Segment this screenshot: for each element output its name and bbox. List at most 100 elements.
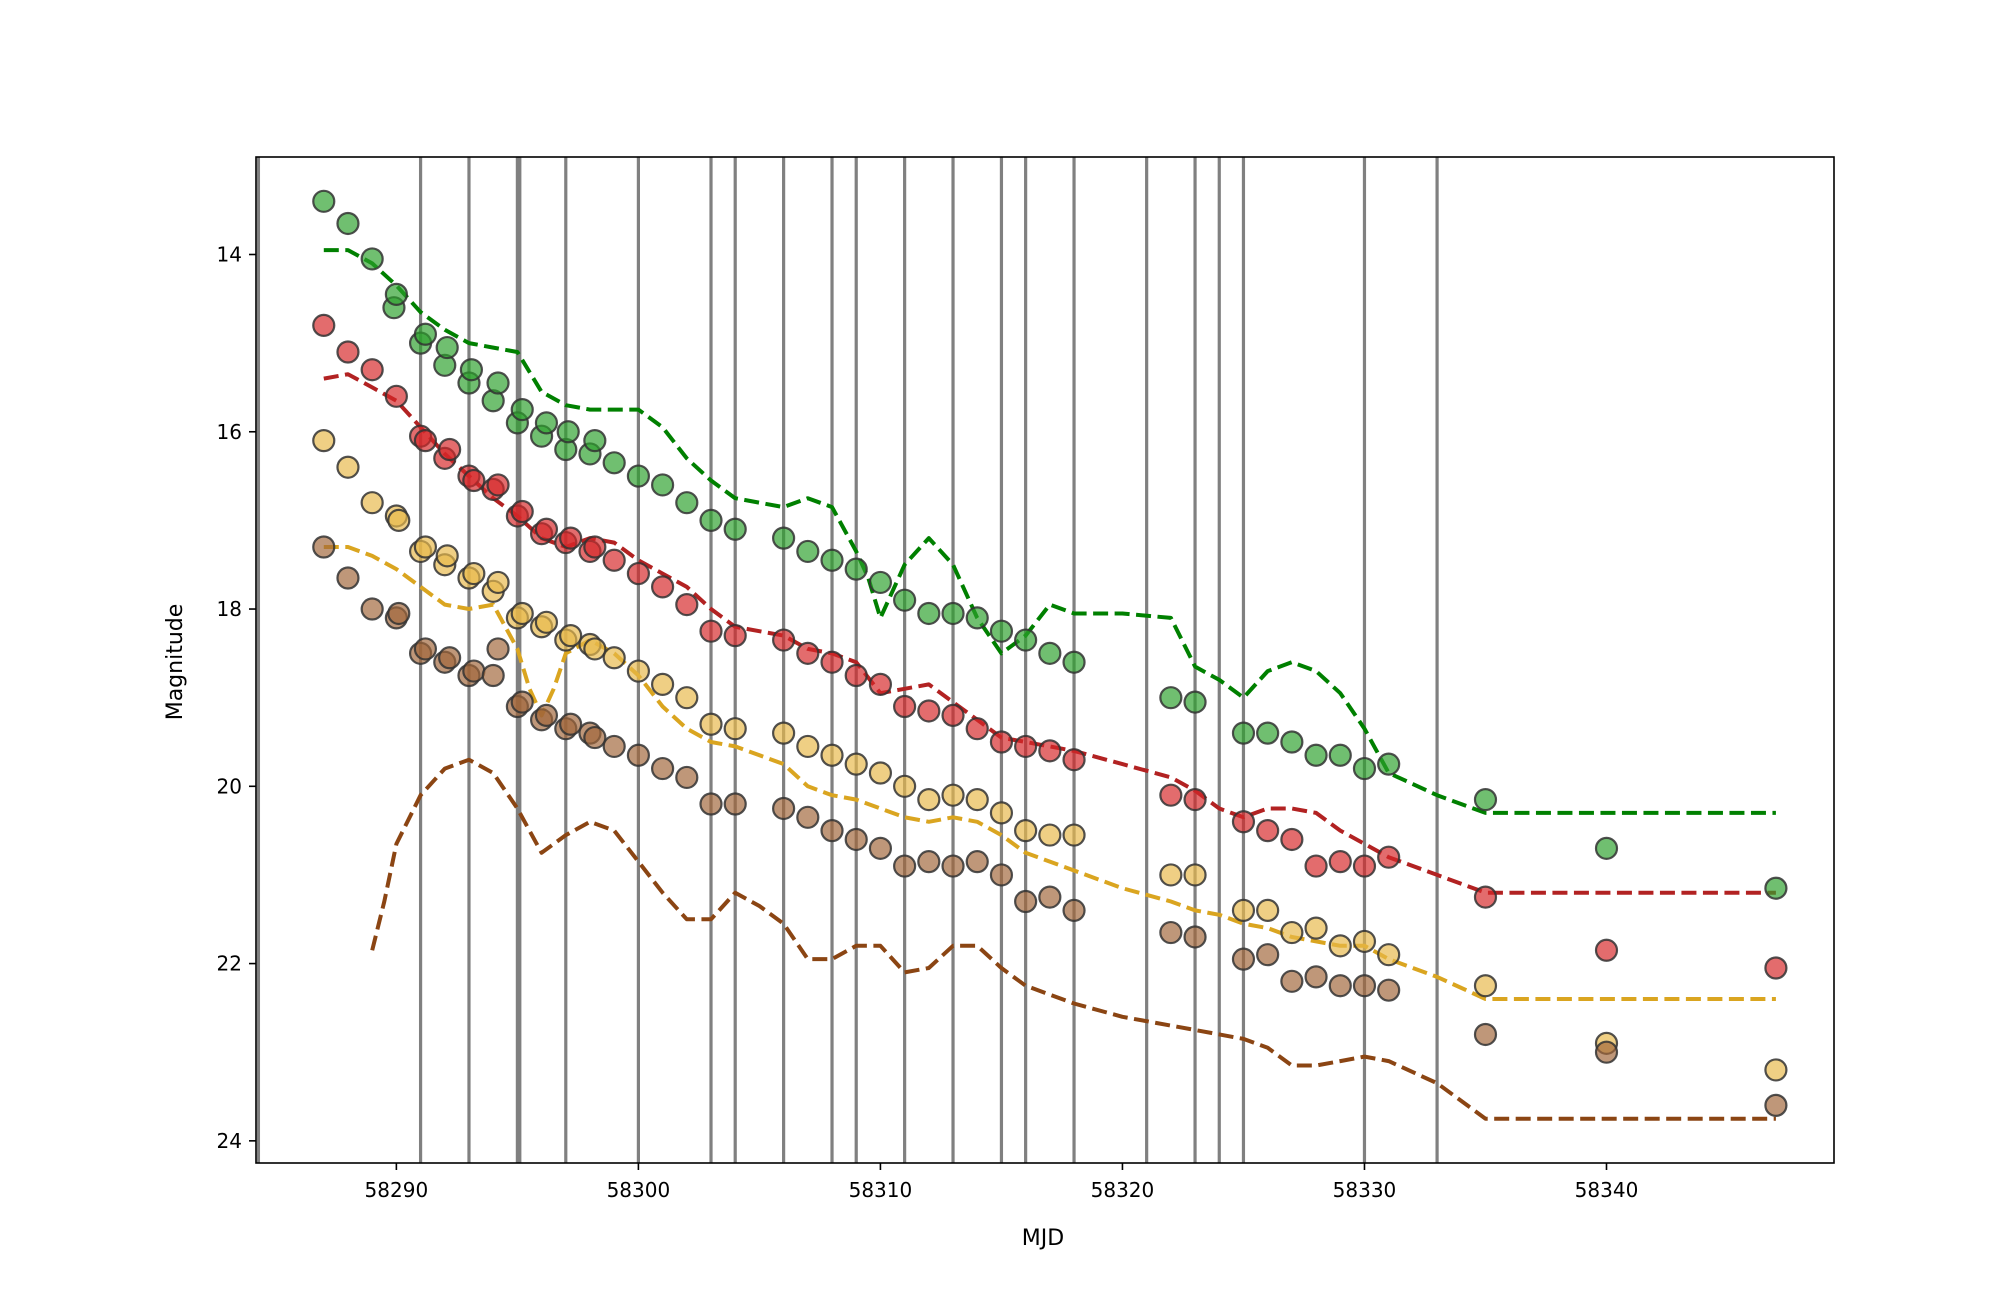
data-point-1-11 [486,473,510,497]
data-point-1-23 [675,593,699,617]
data-point-1-40 [1183,787,1207,812]
data-point-3-4 [387,601,411,626]
data-point-1-37 [1038,739,1062,763]
data-point-3-40 [1159,920,1183,945]
data-point-3-36 [989,863,1014,887]
data-point-1-50 [1764,956,1788,980]
data-point-0-16 [534,411,559,435]
data-point-2-28 [796,734,820,759]
data-point-1-35 [989,730,1014,754]
data-point-0-41 [1183,690,1207,714]
data-point-2-18 [559,624,583,648]
data-point-2-24 [675,686,699,710]
data-point-1-48 [1473,885,1498,909]
data-point-2-22 [626,659,650,683]
data-point-0-22 [626,464,650,488]
data-point-1-13 [510,499,534,524]
data-point-3-33 [917,850,941,874]
data-point-0-37 [1014,628,1038,652]
data-point-3-22 [626,743,650,767]
data-point-0-28 [796,539,820,564]
data-point-0-51 [1764,876,1788,900]
data-point-3-46 [1328,974,1352,998]
y-tick-label-4: 22 [217,952,242,976]
data-point-2-42 [1231,898,1256,922]
data-point-2-10 [462,561,486,586]
data-point-1-34 [965,717,989,741]
data-point-2-49 [1473,974,1498,998]
data-point-2-38 [1038,823,1062,847]
data-point-1-29 [844,663,868,688]
data-point-2-30 [844,752,868,776]
data-point-2-39 [1062,823,1086,847]
data-point-1-7 [438,437,462,462]
data-point-2-36 [989,801,1014,825]
data-point-0-18 [556,420,580,444]
data-point-0-38 [1038,641,1062,665]
x-tick-label-4: 58330 [1333,1178,1397,1202]
data-point-1-43 [1280,827,1304,852]
data-point-3-51 [1764,1093,1788,1117]
data-point-3-14 [510,690,534,714]
data-point-0-42 [1231,721,1256,745]
data-point-0-30 [844,557,868,581]
data-point-3-48 [1377,978,1401,1002]
plot-frame [255,156,1835,1164]
data-point-1-15 [534,517,559,541]
data-point-3-11 [481,663,505,688]
data-point-0-46 [1328,743,1352,767]
data-point-3-24 [675,765,699,790]
data-point-1-19 [583,535,607,559]
data-point-1-33 [941,703,965,727]
data-point-2-48 [1377,943,1401,967]
data-point-2-43 [1256,898,1280,922]
data-point-3-34 [941,854,965,878]
data-point-0-50 [1594,836,1619,860]
model-curve-0 [323,248,1776,815]
y-tick-label-5: 24 [217,1129,242,1153]
data-point-0-43 [1256,721,1280,745]
data-point-0-6 [413,322,438,346]
data-point-2-46 [1328,934,1352,958]
x-tick-label-0: 58290 [365,1178,429,1202]
data-point-2-37 [1014,819,1038,843]
data-point-2-1 [336,455,360,479]
x-tick-label-1: 58300 [607,1178,671,1202]
data-point-1-30 [868,672,893,696]
data-point-1-24 [699,619,723,643]
data-point-3-44 [1280,969,1304,993]
data-point-1-45 [1328,850,1352,874]
data-point-2-6 [413,535,438,559]
data-point-2-51 [1764,1058,1788,1082]
x-axis-label: MJD [1022,1226,1064,1251]
data-point-3-43 [1256,943,1280,967]
data-point-0-10 [459,358,484,382]
data-point-2-23 [651,672,675,696]
data-point-2-35 [965,787,989,812]
data-point-3-26 [723,792,747,816]
data-point-3-49 [1473,1022,1498,1047]
data-point-0-27 [772,526,796,550]
data-point-0-34 [941,601,965,626]
data-point-2-41 [1183,863,1207,887]
data-point-2-12 [486,570,510,595]
y-tick-label-0: 14 [217,242,242,266]
data-point-3-18 [559,712,583,736]
data-point-1-46 [1352,854,1377,878]
data-point-1-22 [651,575,675,599]
data-point-0-47 [1352,756,1377,781]
data-point-3-27 [772,796,796,821]
data-point-0-44 [1280,730,1304,754]
data-point-3-29 [820,819,844,843]
data-point-1-5 [413,429,438,453]
y-axis-label: Magnitude [163,604,188,721]
data-point-2-29 [820,743,844,767]
data-point-3-37 [1014,889,1038,914]
data-point-3-6 [413,637,438,661]
y-tick-label-2: 18 [217,597,242,621]
model-curve-3 [370,757,1776,1121]
data-point-2-27 [772,721,796,745]
data-point-3-50 [1594,1040,1619,1064]
data-point-3-0 [312,535,336,559]
